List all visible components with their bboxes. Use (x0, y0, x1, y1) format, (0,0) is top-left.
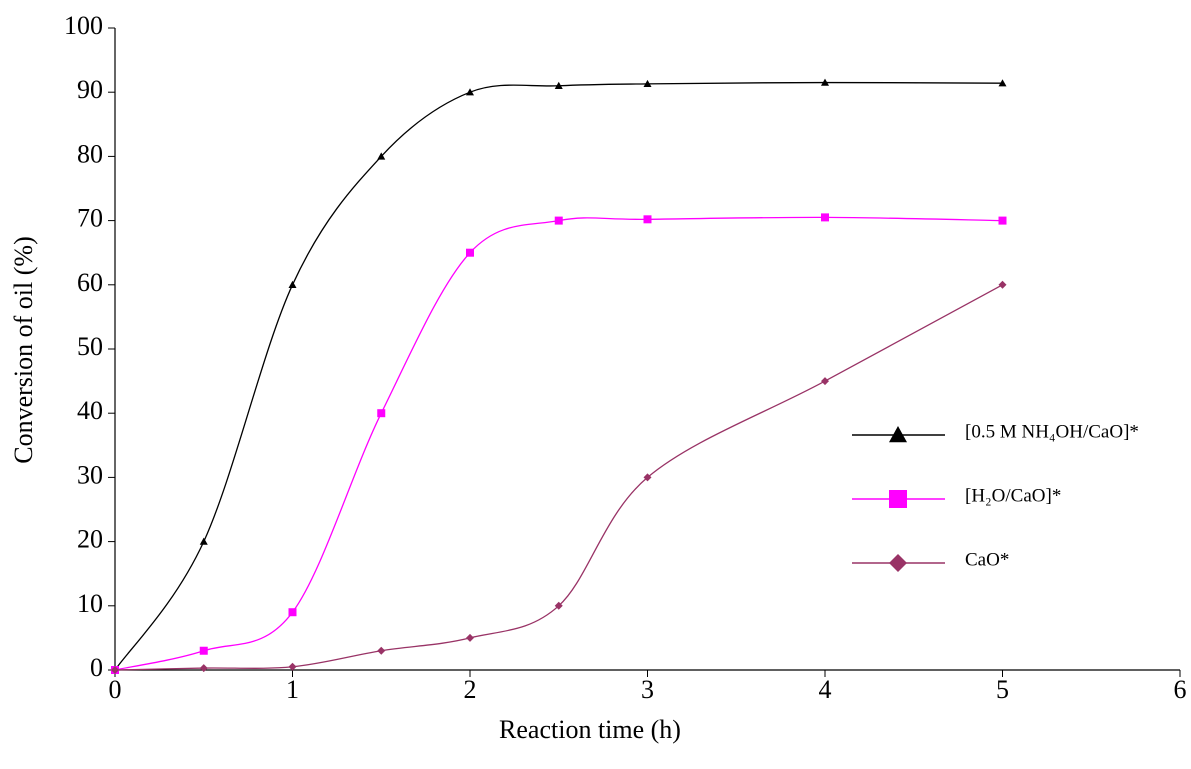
legend-label: CaO* (965, 549, 1009, 570)
marker (644, 215, 652, 223)
marker (821, 213, 829, 221)
marker (466, 634, 474, 642)
x-tick-label: 5 (996, 675, 1009, 704)
marker (289, 281, 297, 288)
marker (200, 647, 208, 655)
marker (999, 281, 1007, 289)
y-tick-label: 20 (77, 525, 103, 554)
y-tick-label: 30 (77, 460, 103, 489)
series-line (115, 285, 1003, 670)
marker (821, 377, 829, 385)
y-tick-label: 100 (64, 11, 103, 40)
y-axis-title: Conversion of oil (%) (9, 236, 38, 463)
x-tick-label: 6 (1174, 675, 1187, 704)
x-axis-title: Reaction time (h) (499, 715, 681, 744)
legend-label: [H₂O/CaO]* (965, 485, 1061, 506)
x-tick-label: 2 (464, 675, 477, 704)
y-tick-label: 40 (77, 396, 103, 425)
marker (377, 647, 385, 655)
marker (289, 608, 297, 616)
marker (555, 217, 563, 225)
x-tick-label: 4 (819, 675, 832, 704)
legend-marker (889, 554, 907, 572)
y-tick-label: 60 (77, 268, 103, 297)
marker (200, 538, 208, 545)
legend-marker (889, 426, 907, 442)
chart: Reaction time (h) Conversion of oil (%) … (0, 0, 1191, 769)
y-tick-label: 90 (77, 75, 103, 104)
marker (200, 664, 208, 672)
legend-label: [0.5 M NH₄OH/CaO]* (965, 421, 1139, 442)
x-tick-label: 1 (286, 675, 299, 704)
series-line (115, 83, 1003, 670)
y-tick-label: 70 (77, 204, 103, 233)
y-tick-label: 80 (77, 139, 103, 168)
y-tick-label: 50 (77, 332, 103, 361)
y-tick-label: 10 (77, 589, 103, 618)
marker (999, 217, 1007, 225)
x-tick-label: 3 (641, 675, 654, 704)
y-tick-label: 0 (90, 653, 103, 682)
legend-marker (889, 490, 907, 508)
marker (377, 409, 385, 417)
marker (466, 249, 474, 257)
x-tick-label: 0 (109, 675, 122, 704)
